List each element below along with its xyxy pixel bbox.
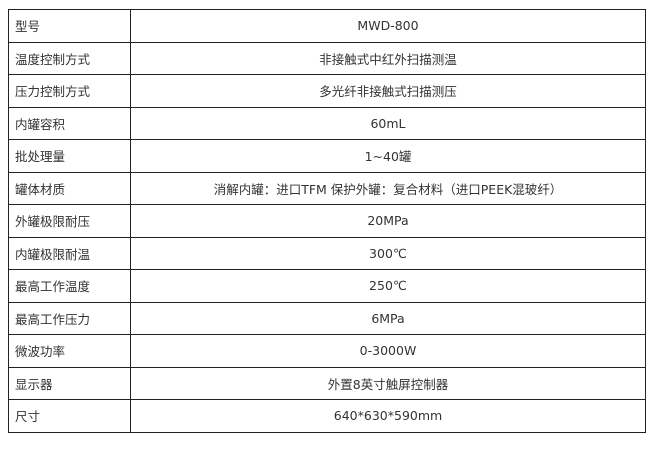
spec-label: 外罐极限耐压 [8, 204, 131, 238]
spec-label: 尺寸 [8, 399, 131, 433]
spec-value: 外置8英寸触屏控制器 [130, 366, 646, 400]
table-row: 罐体材质 消解内罐：进口TFM 保护外罐：复合材料（进口PEEK混玻纤） [8, 171, 646, 205]
spec-value: 6MPa [130, 301, 646, 335]
spec-value: 1~40罐 [130, 139, 646, 173]
spec-value: 非接触式中红外扫描测温 [130, 41, 646, 75]
table-row: 最高工作压力 6MPa [8, 301, 646, 335]
spec-value: 250℃ [130, 269, 646, 303]
spec-value: 20MPa [130, 204, 646, 238]
spec-label: 批处理量 [8, 139, 131, 173]
spec-value: 300℃ [130, 236, 646, 270]
table-row: 尺寸 640*630*590mm [8, 399, 646, 433]
spec-label: 罐体材质 [8, 171, 131, 205]
spec-table: 型号 MWD-800 温度控制方式 非接触式中红外扫描测温 压力控制方式 多光纤非接触式扫… [8, 9, 646, 433]
spec-label: 微波功率 [8, 334, 131, 368]
spec-value: MWD-800 [130, 9, 646, 43]
table-row: 最高工作温度 250℃ [8, 269, 646, 303]
spec-label: 最高工作压力 [8, 301, 131, 335]
table-row: 温度控制方式 非接触式中红外扫描测温 [8, 41, 646, 75]
table-row: 外罐极限耐压 20MPa [8, 204, 646, 238]
spec-label: 内罐极限耐温 [8, 236, 131, 270]
table-row: 批处理量 1~40罐 [8, 139, 646, 173]
spec-value: 多光纤非接触式扫描测压 [130, 74, 646, 108]
spec-value: 60mL [130, 106, 646, 140]
table-row: 内罐极限耐温 300℃ [8, 236, 646, 270]
table-row: 微波功率 0-3000W [8, 334, 646, 368]
spec-label: 内罐容积 [8, 106, 131, 140]
spec-value: 640*630*590mm [130, 399, 646, 433]
table-row: 内罐容积 60mL [8, 106, 646, 140]
spec-label: 显示器 [8, 366, 131, 400]
table-row: 压力控制方式 多光纤非接触式扫描测压 [8, 74, 646, 108]
spec-value: 0-3000W [130, 334, 646, 368]
spec-label: 型号 [8, 9, 131, 43]
table-row: 显示器 外置8英寸触屏控制器 [8, 366, 646, 400]
spec-label: 温度控制方式 [8, 41, 131, 75]
table-row: 型号 MWD-800 [8, 9, 646, 43]
spec-label: 压力控制方式 [8, 74, 131, 108]
spec-value: 消解内罐：进口TFM 保护外罐：复合材料（进口PEEK混玻纤） [130, 171, 646, 205]
spec-label: 最高工作温度 [8, 269, 131, 303]
